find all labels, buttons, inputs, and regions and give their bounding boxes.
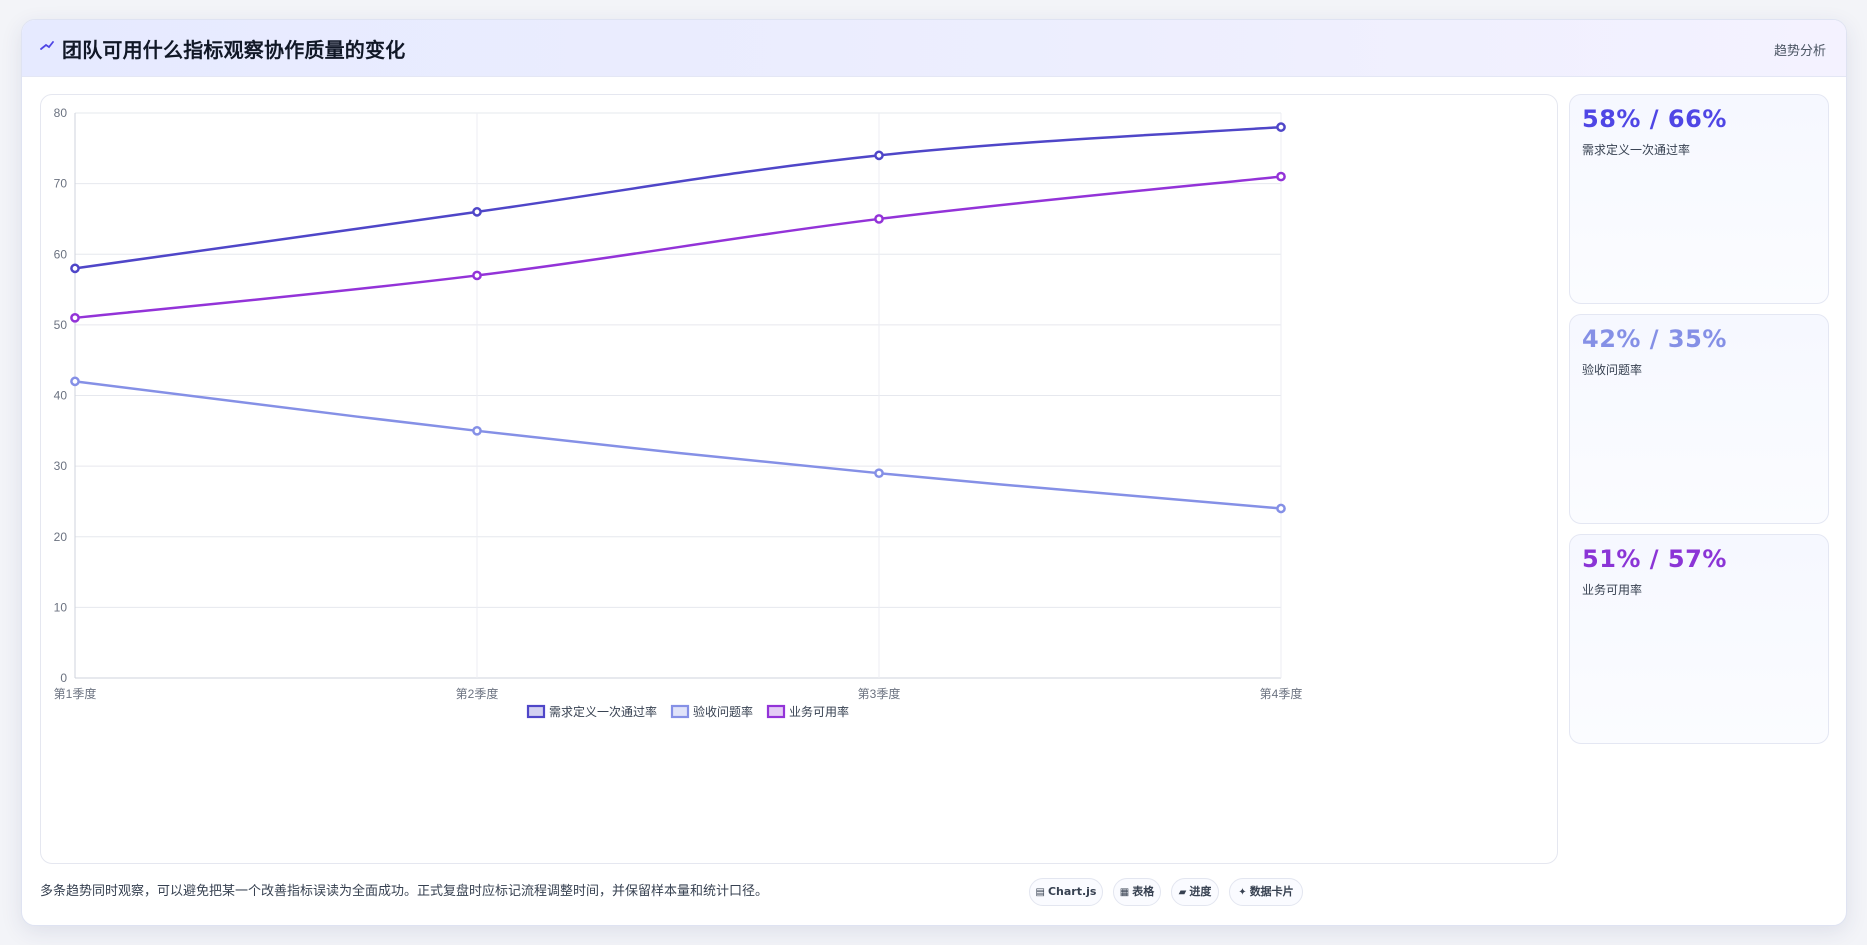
y-tick-label: 50 [54,318,68,332]
chip-label: 数据卡片 [1249,885,1294,898]
legend-label-2: 验收问题率 [693,704,753,719]
series-line-2 [74,380,1282,510]
data-point [1276,171,1286,182]
stat-value: 51% / 57% [1582,545,1727,573]
x-tick-label: 第1季度 [54,686,97,701]
y-tick-label: 0 [60,671,67,685]
y-tick-label: 40 [54,389,68,403]
data-point [70,312,80,323]
page-title: 团队可用什么指标观察协作质量的变化 [62,38,406,62]
progress-icon: ▰ [1178,887,1187,898]
chip-label: 表格 [1132,885,1155,898]
stat-label: 验收问题率 [1582,363,1643,377]
legend-label-1: 需求定义一次通过率 [549,704,657,719]
stat-label: 业务可用率 [1582,583,1643,597]
data-point [1276,503,1286,514]
stat-label: 需求定义一次通过率 [1582,143,1691,157]
data-point [70,263,80,274]
card-header: 团队可用什么指标观察协作质量的变化 趋势分析 [22,20,1846,77]
legend-swatch-2 [670,704,690,719]
analysis-tag: 趋势分析 [1773,44,1826,59]
data-point [874,468,884,479]
stat-card-first-pass: 58% / 66% 需求定义一次通过率 [1569,94,1829,304]
chip-label: 进度 [1189,885,1212,898]
series-line-3 [74,175,1282,320]
dashboard-card: 团队可用什么指标观察协作质量的变化 趋势分析 0 10 20 30 40 50 60 70 80… [21,19,1847,926]
footnote: 多条趋势同时观察，可以避免把某一个改善指标误读为全面成功。正式复盘时应标记流程调… [40,884,769,899]
x-tick-label: 第4季度 [1260,686,1303,701]
chart-panel: 0 10 20 30 40 50 60 70 80 第1季度 第2季度 第3季度 第4季度需求定义一次通… [40,94,1558,864]
data-point [472,425,482,436]
stat-card-availability: 51% / 57% 业务可用率 [1569,534,1829,744]
table-icon: ▦ [1119,887,1130,898]
legend-label-3: 业务可用率 [789,704,849,719]
chip-table[interactable]: ▦ 表格 [1113,878,1161,906]
x-tick-label: 第3季度 [858,686,901,701]
data-point [70,376,80,387]
data-point [874,214,884,224]
y-tick-label: 70 [54,177,68,191]
legend-swatch-1 [526,704,546,719]
y-tick-label: 10 [54,600,68,614]
data-point [472,270,482,281]
trend-line-icon [40,39,56,55]
y-tick-label: 30 [54,459,68,473]
chart-icon: ▤ [1035,887,1045,898]
y-tick-label: 60 [54,247,68,261]
y-tick-label: 80 [54,106,68,120]
chip-data-cards[interactable]: ✦ 数据卡片 [1229,878,1303,906]
y-tick-label: 20 [54,530,68,544]
x-tick-label: 第2季度 [456,686,499,701]
stat-card-acceptance-issue: 42% / 35% 验收问题率 [1569,314,1829,524]
chip-progress[interactable]: ▰ 进度 [1171,878,1219,906]
legend-swatch-3 [766,704,786,719]
stat-value: 58% / 66% [1582,105,1727,133]
series-line-1 [74,125,1282,270]
data-point [1276,122,1286,132]
sparkle-icon: ✦ [1238,887,1247,898]
chip-label: Chart.js [1047,885,1097,898]
stat-value: 42% / 35% [1582,325,1727,353]
line-chart: 0 10 20 30 40 50 60 70 80 第1季度 第2季度 第3季度 第4季度需求定义一次通… [54,106,1303,719]
data-point [874,150,884,161]
data-point [472,207,482,217]
chip-chartjs[interactable]: ▤ Chart.js [1029,878,1103,906]
